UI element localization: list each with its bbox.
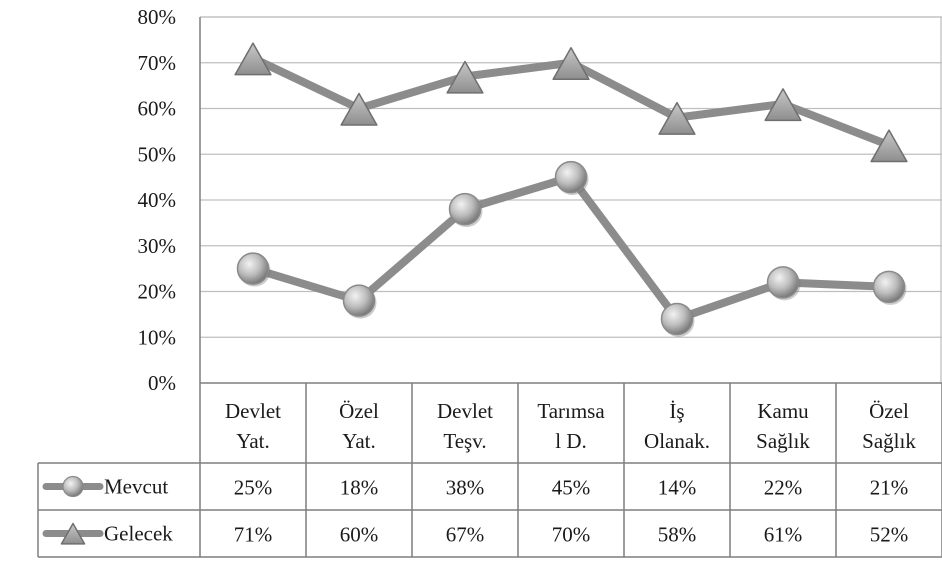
category-label: Olanak.: [644, 429, 710, 453]
data-point: [870, 129, 908, 163]
table-cell-value: 18%: [340, 476, 379, 500]
y-tick-label: 70%: [138, 51, 177, 75]
category-label: Sağlık: [756, 429, 810, 453]
table-cell-value: 22%: [764, 476, 803, 500]
category-label: Devlet: [437, 399, 493, 423]
series-lines: [234, 42, 908, 337]
category-label: Yat.: [342, 429, 375, 453]
table-cell-value: 70%: [552, 523, 591, 547]
data-point: [766, 266, 800, 299]
data-table: Devlet Yat. Özel Yat. Devlet Teşv. Tarımsa l D.…: [37, 382, 942, 558]
table-cell-value: 14%: [658, 476, 697, 500]
data-point: [660, 302, 694, 336]
category-label: l D.: [555, 429, 587, 453]
category-label: Tarımsa: [537, 399, 605, 423]
table-cell-value: 21%: [870, 476, 909, 500]
table-cell-value: 61%: [764, 523, 803, 547]
y-tick-label: 30%: [138, 234, 177, 258]
data-point: [764, 88, 802, 122]
y-tick-label: 40%: [138, 188, 177, 212]
category-label: Teşv.: [443, 429, 486, 453]
data-point: [446, 60, 484, 94]
legend-label: Mevcut: [104, 475, 168, 499]
y-tick-label: 10%: [138, 325, 177, 349]
category-label: Özel: [869, 399, 909, 423]
table-cell-value: 71%: [234, 523, 273, 547]
data-point: [554, 160, 588, 194]
data-point: [658, 101, 696, 135]
data-point: [234, 42, 272, 76]
y-tick-label: 80%: [138, 5, 177, 29]
y-tick-label: 20%: [138, 280, 177, 304]
data-point: [340, 92, 378, 126]
y-tick-label: 50%: [138, 142, 177, 166]
table-cell-value: 25%: [234, 476, 273, 500]
y-axis: 0% 10% 20% 30% 40% 50% 60% 70% 80%: [138, 5, 201, 557]
table-cell-value: 67%: [446, 523, 485, 547]
legend-marker-triangle: [60, 522, 86, 545]
category-label: Sağlık: [862, 429, 916, 453]
category-label: İş: [669, 399, 684, 423]
category-label: Kamu: [757, 399, 809, 423]
category-label: Yat.: [236, 429, 269, 453]
table-cell-value: 52%: [870, 523, 909, 547]
table-cell-value: 58%: [658, 523, 697, 547]
legend-label: Gelecek: [104, 522, 173, 546]
table-cell-value: 45%: [552, 476, 591, 500]
data-point: [872, 270, 906, 304]
y-tick-label: 60%: [138, 97, 177, 121]
y-tick-label: 0%: [148, 371, 176, 395]
category-label: Devlet: [225, 399, 281, 423]
legend-marker-circle: [62, 475, 84, 498]
data-point: [236, 252, 270, 285]
table-cell-value: 38%: [446, 476, 485, 500]
data-point: [448, 192, 482, 226]
table-cell-value: 60%: [340, 523, 379, 547]
data-point: [342, 284, 376, 317]
category-label: Özel: [339, 399, 379, 423]
data-point: [552, 47, 590, 80]
